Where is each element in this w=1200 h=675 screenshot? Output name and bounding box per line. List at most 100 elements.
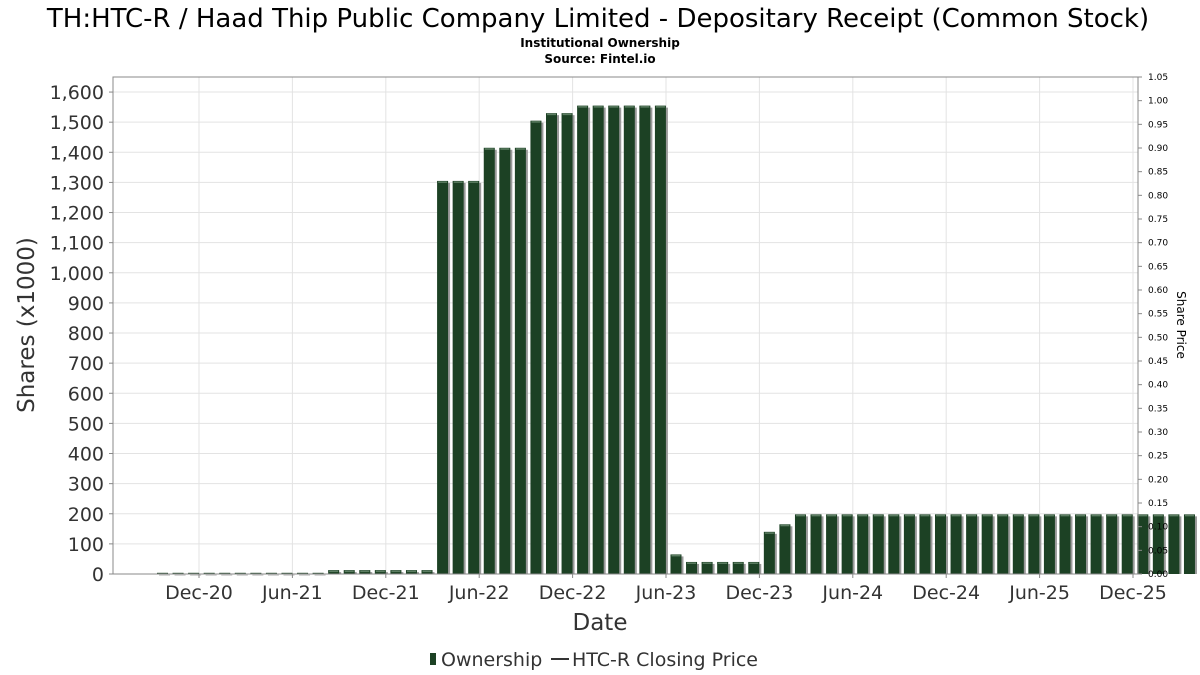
bar [717, 561, 731, 574]
bar-body [1043, 514, 1055, 574]
bar [592, 105, 606, 575]
bar-highlight [1060, 514, 1070, 517]
bar [1121, 514, 1135, 574]
bar-highlight [749, 562, 759, 564]
bar-shadow [252, 574, 264, 576]
bar [919, 514, 933, 574]
bar-highlight [438, 181, 448, 183]
bar-highlight [593, 106, 603, 108]
bar [639, 105, 653, 575]
bar-highlight [951, 514, 961, 517]
bar [608, 105, 622, 575]
bar [359, 570, 373, 574]
bar-highlight [811, 514, 821, 517]
bar-body [919, 514, 931, 574]
bar-body [732, 561, 744, 574]
bar-highlight [827, 514, 837, 517]
bar [1028, 514, 1042, 574]
bar-highlight [360, 570, 370, 573]
bar-highlight [718, 562, 728, 564]
y2-tick-label: 0.85 [1148, 168, 1168, 178]
y2-tick-label: 0.30 [1148, 428, 1168, 438]
bar-body [966, 514, 978, 574]
bar [1106, 514, 1120, 574]
bar-body [779, 524, 791, 574]
y-tick-label: 1,100 [50, 233, 104, 255]
bar-highlight [1138, 514, 1148, 517]
x-tick-label: Jun-22 [448, 582, 510, 604]
bar-highlight [842, 514, 852, 517]
bar [654, 105, 668, 575]
bar-highlight [609, 106, 619, 108]
y-tick-label: 1,000 [50, 263, 104, 285]
x-axis-label: Date [573, 610, 628, 636]
bar-body [794, 514, 806, 574]
bar-body [717, 561, 729, 574]
y-tick-label: 700 [68, 353, 104, 375]
bar [872, 514, 886, 574]
bar-body [1168, 514, 1180, 574]
bar-highlight [655, 106, 665, 108]
y2-tick-label: 0.10 [1148, 523, 1168, 533]
bar-highlight [982, 514, 992, 517]
bar [374, 570, 388, 574]
x-tick-label: Dec-23 [725, 582, 793, 604]
y2-tick-label: 0.45 [1148, 357, 1168, 367]
bar [546, 113, 559, 575]
bar-shadow [174, 574, 186, 576]
bar-body [872, 514, 884, 574]
bar [732, 561, 746, 574]
bar-body [841, 514, 853, 574]
bar-body [577, 105, 589, 575]
bar [966, 514, 980, 574]
bar [1152, 514, 1166, 574]
bar-highlight [562, 113, 572, 116]
bar-highlight [624, 106, 634, 108]
bar-highlight [1122, 514, 1132, 517]
bar-highlight [920, 514, 930, 517]
bar-body [1121, 514, 1133, 574]
bar-body [1028, 514, 1040, 574]
bar-highlight [795, 514, 805, 517]
y2-tick-label: 0.50 [1148, 333, 1168, 343]
bar-highlight [936, 514, 945, 517]
bar-body [935, 514, 946, 574]
bar [670, 554, 684, 574]
bar [981, 514, 995, 574]
bar-body [1106, 514, 1118, 574]
bar [1075, 514, 1089, 574]
bar [841, 514, 855, 574]
y-tick-label: 400 [68, 444, 104, 466]
x-tick-label: Dec-21 [352, 582, 420, 604]
y-tick-label: 900 [68, 293, 104, 315]
y2-tick-label: 0.70 [1148, 239, 1168, 249]
x-tick-label: Jun-21 [261, 582, 323, 604]
bar [1090, 514, 1104, 574]
bar-highlight [500, 148, 510, 150]
bar-body [623, 105, 635, 575]
bar [390, 570, 404, 574]
legend: Ownership HTC-R Closing Price [430, 649, 758, 671]
bar-body [483, 147, 495, 574]
bar-highlight [671, 554, 681, 557]
bar [763, 531, 777, 574]
bar-body [561, 113, 573, 575]
bar-highlight [889, 514, 899, 517]
bar-body [748, 561, 760, 574]
bar [997, 514, 1011, 574]
y-tick-label: 1,400 [50, 142, 104, 164]
bar-body [981, 514, 993, 574]
bar-body [437, 180, 449, 574]
bar-highlight [453, 181, 463, 183]
bar-body [1012, 514, 1024, 574]
y2-tick-label: 0.90 [1148, 144, 1168, 154]
y2-tick-label: 1.05 [1148, 73, 1168, 83]
bar-highlight [858, 514, 868, 517]
bar-body [1075, 514, 1087, 574]
bar-shadow [159, 574, 170, 576]
y-tick-label: 0 [92, 564, 104, 586]
y-tick-label: 200 [68, 504, 104, 526]
bar [405, 570, 419, 574]
bar-shadow [205, 574, 217, 576]
